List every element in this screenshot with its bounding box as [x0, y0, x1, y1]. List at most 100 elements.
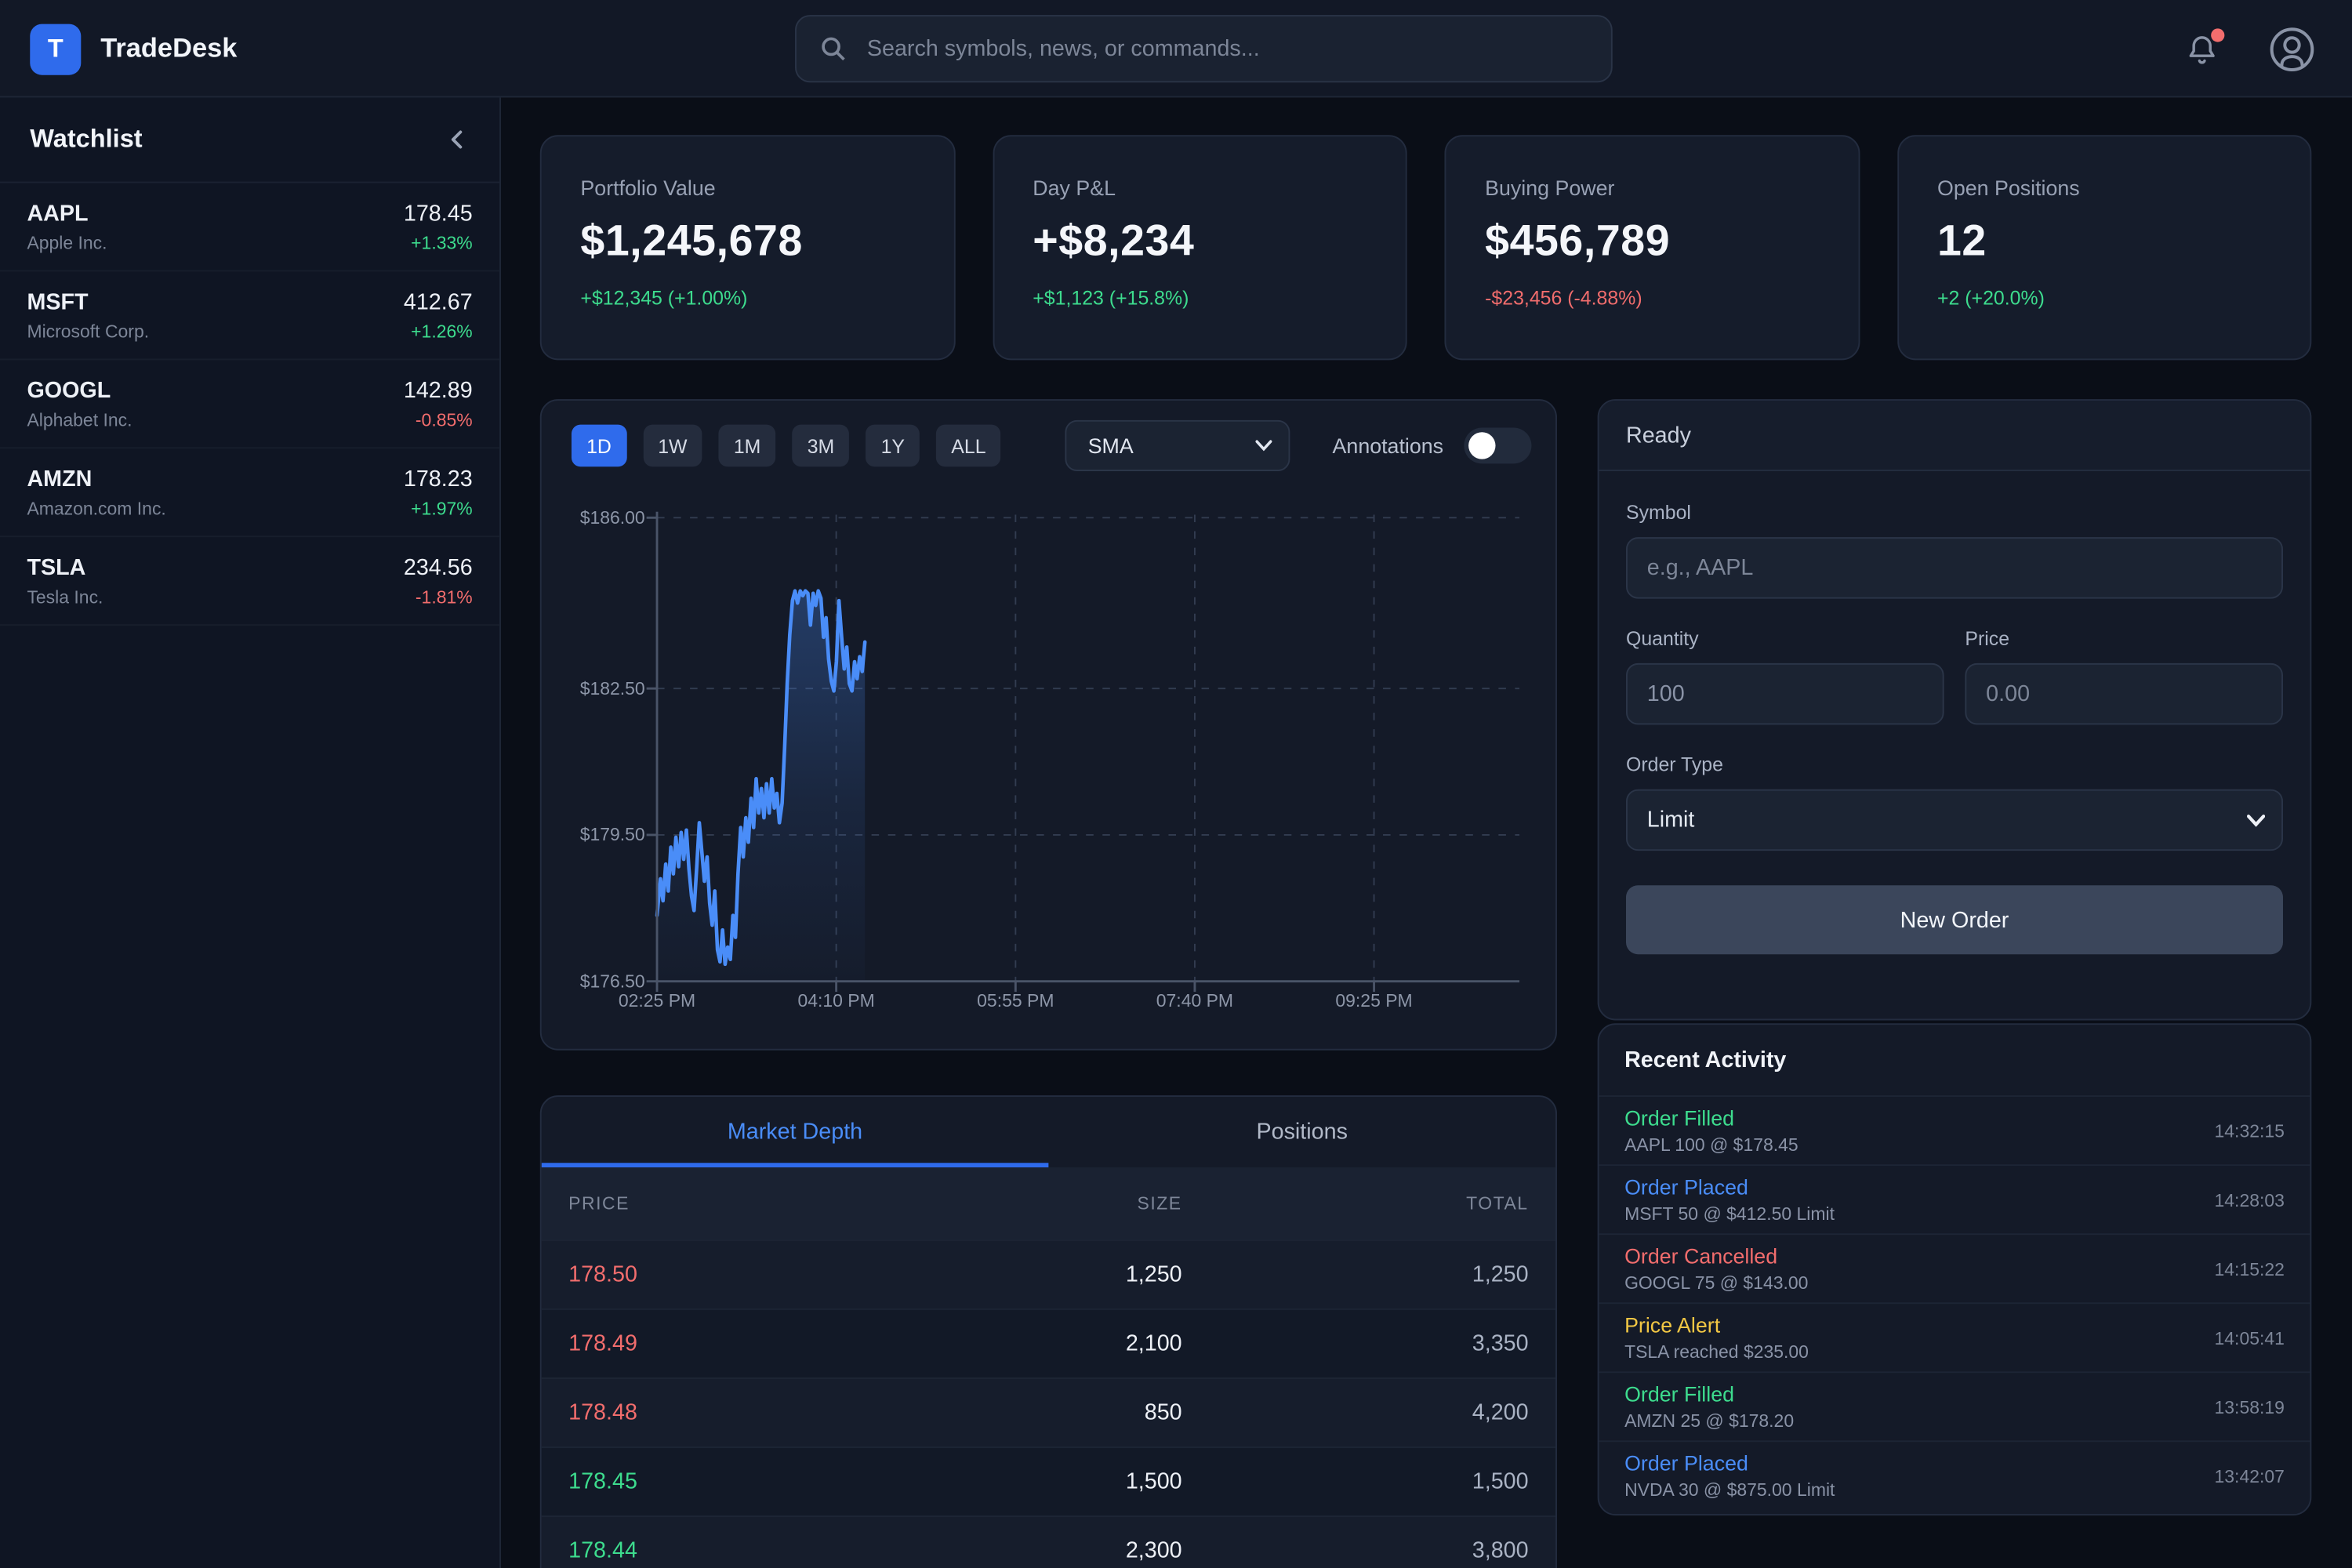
order-status: Ready [1599, 401, 2310, 471]
stat-label: Buying Power [1485, 175, 1615, 200]
recent-activity-panel: Recent Activity Order Filled AAPL 100 @ $… [1597, 1023, 2312, 1516]
activity-title: Order Filled [1624, 1105, 1735, 1131]
depth-price: 178.48 [568, 1399, 637, 1426]
timeframe-button-1y[interactable]: 1Y [866, 424, 920, 467]
notifications-bell-icon[interactable] [2184, 27, 2225, 67]
stat-label: Open Positions [1936, 175, 2080, 200]
activity-item[interactable]: Price Alert TSLA reached $235.00 14:05:41 [1599, 1302, 2310, 1371]
price-chart[interactable] [645, 511, 1520, 993]
change: +1.97% [411, 497, 473, 519]
stat-change: +2 (+20.0%) [1936, 286, 2045, 310]
active-tab-underline [541, 1163, 1049, 1167]
activity-time: 14:32:15 [2214, 1120, 2285, 1142]
price: 142.89 [403, 377, 473, 403]
activity-item[interactable]: Order Cancelled GOOGL 75 @ $143.00 14:15:2… [1599, 1233, 2310, 1302]
navbar-actions [2184, 0, 2316, 97]
activity-item[interactable]: Order Filled AMZN 25 @ $178.20 13:58:19 [1599, 1371, 2310, 1440]
activity-title: Order Placed [1624, 1174, 1748, 1200]
x-axis-label: 04:10 PM [797, 990, 875, 1011]
depth-total: 3,350 [1472, 1330, 1529, 1357]
stat-value: +$8,234 [1033, 217, 1195, 266]
order-type-select[interactable]: Limit [1625, 789, 2283, 851]
order-form: Symbol Quantity Price Order Type Limit [1599, 471, 2310, 985]
stat-value: 12 [1936, 217, 1987, 266]
indicator-select[interactable]: SMA [1065, 419, 1290, 471]
watchlist-sidebar: Watchlist AAPL Apple Inc. 178.45 +1.33% MSFT… [0, 97, 502, 1568]
app-title: TradeDesk [100, 33, 238, 64]
watchlist-item[interactable]: AMZN Amazon.com Inc. 178.23 +1.97% [0, 448, 500, 538]
notification-dot [2211, 27, 2225, 42]
activity-item[interactable]: Order Placed NVDA 30 @ $875.00 Limit 13:42… [1599, 1440, 2310, 1509]
new-order-button[interactable]: New Order [1625, 885, 2283, 955]
y-axis-label: $182.50 [579, 677, 645, 699]
change: +1.26% [411, 320, 473, 342]
price-input[interactable] [1965, 662, 2283, 725]
global-search[interactable] [795, 15, 1613, 83]
activity-time: 13:58:19 [2214, 1396, 2285, 1417]
company-name: Tesla Inc. [27, 586, 103, 608]
price: 178.23 [403, 466, 473, 492]
price-label: Price [1965, 627, 2010, 650]
depth-row[interactable]: 178.48 850 4,200 [541, 1377, 1556, 1446]
depth-row[interactable]: 178.45 1,500 1,500 [541, 1446, 1556, 1516]
depth-size: 1,500 [1125, 1468, 1182, 1495]
activity-title: Order Cancelled [1624, 1243, 1778, 1269]
activity-item[interactable]: Order Placed MSFT 50 @ $412.50 Limit 14:28… [1599, 1164, 2310, 1233]
chart-panel: 1D 1W 1M 3M 1Y ALL SMA Annotations [539, 399, 1557, 1051]
quantity-input[interactable] [1625, 662, 1944, 725]
top-navbar: T TradeDesk [0, 0, 2352, 98]
timeframe-button-3m[interactable]: 3M [792, 424, 850, 467]
x-axis-label: 07:40 PM [1156, 990, 1234, 1011]
watchlist-item[interactable]: AAPL Apple Inc. 178.45 +1.33% [0, 183, 500, 272]
tab-market-depth[interactable]: Market Depth [727, 1119, 863, 1145]
y-axis-label: $186.00 [579, 506, 645, 528]
stat-label: Portfolio Value [580, 175, 716, 200]
timeframe-button-1d[interactable]: 1D [571, 424, 627, 467]
user-avatar-icon[interactable] [2268, 25, 2316, 73]
watchlist-item[interactable]: TSLA Tesla Inc. 234.56 -1.81% [0, 537, 500, 626]
watchlist-item-left: GOOGL Alphabet Inc. [27, 377, 132, 430]
collapse-sidebar-chevron-icon[interactable] [445, 128, 470, 152]
timeframe-buttons: 1D 1W 1M 3M 1Y ALL [571, 424, 1018, 467]
activity-item-left: Order Cancelled GOOGL 75 @ $143.00 [1624, 1244, 1808, 1294]
activity-item-left: Order Placed MSFT 50 @ $412.50 Limit [1624, 1175, 1835, 1225]
tab-positions[interactable]: Positions [1256, 1119, 1348, 1145]
chart-price-line [655, 589, 867, 967]
depth-row[interactable]: 178.44 2,300 3,800 [541, 1515, 1556, 1568]
symbol-input[interactable] [1625, 537, 2283, 599]
watchlist-item-left: TSLA Tesla Inc. [27, 554, 103, 607]
symbol-label: Symbol [1625, 501, 1691, 524]
depth-total: 3,800 [1472, 1537, 1529, 1564]
annotations-toggle[interactable] [1464, 427, 1532, 464]
activity-time: 13:42:07 [2214, 1465, 2285, 1486]
quantity-label: Quantity [1625, 627, 1699, 650]
y-axis-label: $179.50 [579, 824, 645, 846]
timeframe-button-1m[interactable]: 1M [718, 424, 776, 467]
change: +1.33% [411, 231, 473, 253]
depth-price: 178.49 [568, 1330, 637, 1357]
depth-size: 1,250 [1125, 1261, 1182, 1288]
search-input[interactable] [864, 34, 1589, 64]
timeframe-button-1w[interactable]: 1W [643, 424, 702, 467]
watchlist-item-left: AAPL Apple Inc. [27, 201, 107, 253]
depth-row[interactable]: 178.49 2,100 3,350 [541, 1308, 1556, 1377]
watchlist-item[interactable]: MSFT Microsoft Corp. 412.67 +1.26% [0, 271, 500, 361]
timeframe-button-all[interactable]: ALL [936, 424, 1001, 467]
depth-size: 850 [1144, 1399, 1182, 1426]
symbol: AMZN [27, 466, 93, 492]
depth-table-body: 178.50 1,250 1,250 178.49 2,100 3,350 178.48 85… [541, 1239, 1556, 1568]
depth-row[interactable]: 178.50 1,250 1,250 [541, 1239, 1556, 1308]
watchlist-item[interactable]: GOOGL Alphabet Inc. 142.89 -0.85% [0, 360, 500, 449]
activity-detail: AAPL 100 @ $178.45 [1624, 1134, 1798, 1156]
stat-value: $456,789 [1485, 217, 1671, 266]
depth-price: 178.50 [568, 1261, 637, 1288]
indicator-select-wrap: SMA [1065, 419, 1290, 471]
depth-total: 1,500 [1472, 1468, 1529, 1495]
company-name: Microsoft Corp. [27, 320, 150, 342]
brand[interactable]: T TradeDesk [30, 0, 237, 97]
depth-size: 2,100 [1125, 1330, 1182, 1357]
activity-list: Order Filled AAPL 100 @ $178.45 14:32:15 Or… [1599, 1095, 2310, 1509]
order-entry-panel: Ready Symbol Quantity Price Order Type L… [1597, 399, 2312, 1021]
activity-item[interactable]: Order Filled AAPL 100 @ $178.45 14:32:15 [1599, 1095, 2310, 1164]
stats-row: Portfolio Value $1,245,678 +$12,345 (+1.00… [539, 135, 2312, 361]
